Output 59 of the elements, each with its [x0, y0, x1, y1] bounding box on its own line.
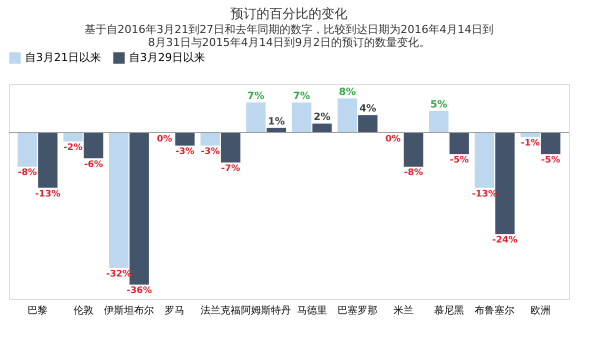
data-label: -8%	[404, 168, 424, 178]
x-tick-label: 马德里	[296, 306, 327, 316]
data-label: 8%	[338, 86, 356, 98]
legend-label: 自3月29日以来	[129, 51, 205, 64]
bar	[130, 132, 149, 285]
data-label: 7%	[247, 91, 264, 102]
chart-title: 预订的百分比的变化	[230, 7, 348, 22]
data-label: -24%	[492, 236, 518, 246]
data-label: -3%	[200, 147, 220, 158]
data-label: 1%	[268, 116, 285, 128]
bar	[312, 124, 332, 134]
data-label: -36%	[126, 286, 152, 296]
bar	[38, 132, 58, 188]
bar	[63, 132, 83, 142]
bar	[474, 132, 494, 188]
bar	[450, 132, 469, 154]
bar	[175, 132, 195, 146]
bar	[18, 132, 38, 167]
x-tick-label: 伊斯坦布尔	[104, 304, 154, 316]
bar	[404, 132, 424, 167]
data-label: 4%	[359, 104, 376, 115]
x-tick-label: 巴黎	[28, 304, 48, 316]
data-label: -3%	[175, 147, 194, 158]
data-label: -8%	[18, 168, 37, 178]
data-label: 5%	[430, 99, 448, 110]
bar	[338, 98, 358, 134]
bar	[246, 102, 266, 134]
legend-label: 自3月21日以来	[25, 51, 101, 64]
bar	[495, 132, 515, 234]
x-tick-label: 慕尼黑	[434, 304, 464, 316]
x-tick-label: 巴塞罗那	[338, 304, 378, 316]
data-label: 2%	[314, 112, 331, 124]
data-label: -1%	[520, 138, 540, 149]
data-label: -5%	[541, 156, 560, 166]
data-label: 7%	[293, 91, 310, 102]
data-label: -2%	[64, 142, 83, 153]
x-tick-label: 布鲁塞尔	[474, 304, 515, 316]
x-tick-label: 伦敦	[73, 304, 94, 316]
x-tick-label: 罗马	[164, 306, 185, 316]
bar	[429, 110, 448, 134]
x-tick-label: 法兰克福	[200, 304, 240, 316]
bar	[200, 132, 220, 146]
bar	[109, 132, 128, 268]
data-label: -6%	[84, 160, 104, 170]
data-label: -5%	[450, 156, 469, 166]
bar	[358, 115, 378, 134]
data-label: 0%	[156, 134, 172, 145]
text: 基于自2016年3月21到27日和去年同期的数字，比较到达日期为2016年4月14日到	[84, 23, 494, 36]
x-tick-label: 欧洲	[530, 304, 550, 316]
x-tick-label: 米兰	[393, 304, 414, 316]
text: 8月31日与2015年4月14日到9月2日的预订的数量变化。	[148, 36, 430, 49]
data-label: 0%	[385, 134, 401, 145]
bar	[540, 132, 560, 154]
data-label: -7%	[221, 164, 240, 174]
bar	[292, 102, 312, 134]
x-tick-label: 阿姆斯特丹	[241, 304, 292, 316]
bar	[84, 132, 104, 158]
data-label: -13%	[35, 189, 60, 200]
bar	[220, 132, 240, 163]
